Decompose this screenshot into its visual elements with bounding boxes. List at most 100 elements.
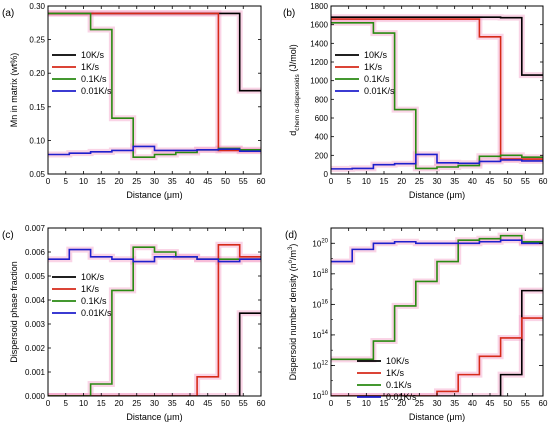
x-tick-label: 50: [221, 177, 230, 186]
x-tick-label: 5: [346, 177, 351, 186]
x-tick-label: 60: [539, 177, 548, 186]
legend-label: 10K/s: [81, 50, 105, 60]
x-tick-label: 10: [362, 177, 371, 186]
y-tick-exponent: 14: [321, 330, 328, 336]
y-tick-label: 1020: [312, 238, 328, 248]
series-glow-10K/s: [331, 287, 543, 396]
series-glow-10K/s: [331, 14, 543, 79]
y-axis-label: Mn in matrix (wt%): [9, 53, 19, 128]
y-tick-label: 0.05: [29, 170, 45, 179]
x-tick-label: 35: [450, 177, 459, 186]
series-glow-10K/s: [48, 310, 261, 396]
y-tick-label: 0.20: [29, 69, 45, 78]
x-axis-label: Distance (μm): [409, 412, 465, 422]
x-tick-label: 45: [486, 177, 495, 186]
y-tick-label: 1800: [310, 2, 328, 11]
panel-label: (c): [2, 230, 14, 241]
x-tick-label: 5: [64, 177, 69, 186]
x-tick-label: 55: [239, 177, 248, 186]
y-tick-label: 1200: [310, 58, 328, 67]
legend-label: 1K/s: [81, 62, 100, 72]
x-tick-label: 55: [239, 399, 248, 408]
x-axis-label: Distance (μm): [126, 190, 182, 200]
y-axis-label-mid: /m: [288, 250, 298, 260]
y-tick-label: 0.003: [25, 320, 46, 329]
y-axis-label-main: d: [288, 131, 298, 136]
series-line-0.01K/s: [48, 248, 261, 263]
series-line-1K/s: [48, 12, 261, 152]
series-line-0.01K/s: [331, 153, 543, 170]
x-tick-label: 10: [362, 399, 371, 408]
y-tick-label: 0.30: [29, 2, 45, 11]
y-tick-base: 10: [312, 331, 321, 340]
series-line-0.1K/s: [331, 22, 543, 170]
y-tick-exponent: 10: [321, 391, 328, 397]
y-tick-exponent: 20: [321, 238, 328, 244]
y-axis-label-main: Dispersoid phase fraction: [9, 261, 19, 363]
y-tick-label: 0.006: [25, 248, 46, 257]
x-tick-label: 20: [397, 177, 406, 186]
y-tick-label: 0: [324, 170, 329, 179]
x-tick-label: 40: [186, 177, 195, 186]
y-axis-label-sup2: 3: [288, 246, 294, 250]
x-tick-label: 30: [433, 177, 442, 186]
y-axis-label-end: ): [288, 244, 298, 247]
y-tick-base: 10: [312, 392, 321, 401]
x-tick-label: 15: [97, 399, 106, 408]
y-tick-label: 1600: [310, 21, 328, 30]
x-tick-label: 40: [468, 399, 477, 408]
panel-label: (a): [2, 8, 14, 19]
y-axis-label-main: Dispersoid number density (n: [288, 263, 298, 380]
x-tick-label: 15: [97, 177, 106, 186]
x-tick-label: 25: [415, 177, 424, 186]
series-glow-1K/s: [331, 16, 543, 163]
x-tick-label: 10: [79, 399, 88, 408]
legend-label: 0.01K/s: [81, 308, 112, 318]
x-tick-label: 0: [329, 399, 334, 408]
series-line-10K/s: [331, 289, 543, 396]
series-glow-1K/s: [48, 241, 261, 396]
y-axis-label-sup: o: [288, 259, 294, 263]
legend-label: 1K/s: [386, 368, 405, 378]
series-line-0.1K/s: [48, 12, 261, 158]
legend-label: 10K/s: [364, 50, 388, 60]
x-axis-label: Distance (μm): [126, 412, 182, 422]
x-tick-label: 0: [329, 177, 334, 186]
x-tick-label: 15: [380, 399, 389, 408]
x-tick-label: 35: [450, 399, 459, 408]
x-tick-label: 50: [503, 399, 512, 408]
x-tick-label: 0: [46, 177, 51, 186]
y-axis-label-subscript: chem α-dispersoids: [294, 73, 301, 130]
y-tick-base: 10: [312, 239, 321, 248]
chart-panel-4: 0 5 10 15 20 25 30 35 40 45 50 55 601010101210141016…: [288, 227, 548, 422]
series-line-1K/s: [48, 244, 261, 396]
x-tick-label: 35: [168, 399, 177, 408]
x-tick-label: 0: [46, 399, 51, 408]
series-glow-0.1K/s: [331, 19, 543, 172]
x-tick-label: 50: [503, 177, 512, 186]
y-tick-label: 1010: [312, 391, 328, 401]
y-axis-label: Dispersoid number density (no/m3): [288, 244, 298, 381]
x-tick-label: 5: [346, 399, 351, 408]
y-tick-label: 1000: [310, 77, 328, 86]
y-tick-exponent: 12: [321, 360, 328, 366]
y-tick-label: 0.001: [25, 368, 46, 377]
x-tick-label: 50: [221, 399, 230, 408]
x-tick-label: 10: [79, 177, 88, 186]
x-axis-label: Distance (μm): [409, 190, 465, 200]
x-tick-label: 25: [132, 177, 141, 186]
series-line-0.1K/s: [331, 234, 543, 361]
legend-label: 0.01K/s: [386, 392, 417, 402]
x-tick-label: 55: [521, 177, 530, 186]
x-tick-label: 45: [486, 399, 495, 408]
x-tick-label: 25: [132, 399, 141, 408]
x-tick-label: 30: [150, 399, 159, 408]
legend: 10K/s 1K/s 0.1K/s 0.01K/s: [52, 272, 112, 318]
y-tick-label: 0.004: [25, 296, 46, 305]
legend-label: 1K/s: [81, 284, 100, 294]
plot-area: [331, 14, 543, 172]
x-tick-label: 55: [521, 399, 530, 408]
x-tick-label: 60: [257, 177, 266, 186]
series-glow-1K/s: [48, 10, 261, 154]
